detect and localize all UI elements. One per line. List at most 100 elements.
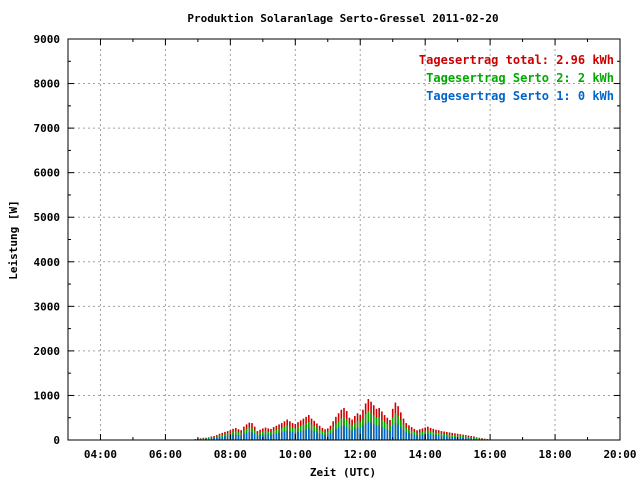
y-tick-label: 5000 [34, 211, 61, 224]
bar-serto1 [253, 433, 256, 440]
x-tick-label: 12:00 [344, 448, 377, 461]
bar-serto1 [335, 429, 337, 440]
bar-serto1 [364, 423, 367, 440]
bar-serto1 [397, 424, 399, 440]
bar-serto1 [245, 432, 248, 440]
bar-serto1 [234, 434, 237, 440]
bar-serto1 [337, 427, 340, 440]
x-tick-label: 08:00 [214, 448, 247, 461]
bar-serto1 [343, 425, 345, 440]
bar-serto1 [446, 436, 448, 440]
bar-serto1 [410, 433, 413, 440]
bar-serto1 [454, 437, 456, 440]
bar-serto1 [305, 429, 307, 440]
bar-serto1 [432, 434, 435, 440]
bar-serto1 [381, 426, 383, 440]
bar-serto1 [221, 436, 224, 440]
bar-serto1 [205, 438, 207, 440]
x-tick-label: 16:00 [474, 448, 507, 461]
legend-entry: Tagesertrag Serto 1: 0 kWh [426, 89, 614, 103]
bar-serto1 [391, 425, 394, 440]
bar-serto1 [264, 434, 267, 440]
bar-serto1 [348, 429, 351, 440]
chart-title: Produktion Solaranlage Serto-Gressel 201… [187, 12, 498, 25]
y-tick-label: 2000 [34, 345, 61, 358]
bar-serto1 [427, 433, 429, 440]
bar-serto1 [216, 437, 218, 440]
bar-serto1 [286, 430, 288, 440]
bar-serto1 [408, 433, 410, 440]
bar-serto1 [232, 434, 234, 440]
bar-serto1 [213, 438, 215, 440]
bar-serto1 [332, 431, 334, 440]
bar-serto1 [299, 431, 302, 440]
bar-serto1 [443, 436, 445, 440]
bar-serto1 [291, 432, 294, 440]
x-axis-label: Zeit (UTC) [310, 466, 376, 479]
bar-serto1 [270, 434, 272, 440]
bar-serto1 [418, 435, 421, 440]
bar-serto1 [464, 438, 467, 440]
bar-serto1 [462, 437, 464, 440]
y-tick-label: 6000 [34, 167, 61, 180]
ticks: 0 1000 2000 3000 4000 5000 6000 7000 8000 9000 04:… [34, 33, 637, 461]
y-tick-label: 0 [53, 434, 60, 447]
x-tick-label: 14:00 [409, 448, 442, 461]
bar-serto1 [473, 438, 475, 440]
bar-serto1 [316, 432, 318, 440]
x-tick-label: 04:00 [84, 448, 117, 461]
bar-serto1 [224, 436, 226, 440]
bar-serto1 [351, 430, 353, 440]
bar-serto1 [367, 421, 370, 440]
bar-serto1 [259, 435, 261, 440]
bar-serto1 [321, 434, 324, 440]
bar-serto1 [267, 434, 270, 440]
bar-serto1 [272, 433, 275, 440]
bar-serto1 [275, 433, 278, 440]
bar-serto1 [437, 435, 440, 440]
bar-serto1 [372, 424, 375, 440]
y-tick-label: 7000 [34, 122, 61, 135]
bar-serto1 [297, 431, 299, 440]
bar-serto1 [370, 422, 372, 440]
bar-serto1 [448, 436, 451, 440]
bar-serto1 [302, 430, 305, 440]
bar-serto1 [362, 426, 364, 440]
bar-serto1 [210, 438, 213, 440]
bar-serto1 [451, 436, 454, 440]
bar-serto1 [356, 427, 359, 440]
bar-serto1 [283, 431, 286, 440]
bar-serto1 [354, 428, 356, 440]
bar-serto1 [470, 438, 472, 440]
x-tick-label: 06:00 [149, 448, 182, 461]
bar-serto1 [248, 431, 251, 440]
legend-entry: Tagesertrag total: 2.96 kWh [419, 53, 614, 67]
bar-serto1 [475, 438, 478, 440]
bar-serto1 [400, 427, 402, 440]
bar-serto1 [218, 437, 221, 440]
y-axis-label: Leistung [W] [7, 200, 20, 279]
bar-serto1 [280, 432, 283, 440]
bar-serto1 [386, 429, 389, 440]
bar-serto1 [402, 430, 405, 440]
bar-serto1 [240, 435, 242, 440]
bar-serto1 [389, 430, 391, 440]
y-tick-label: 3000 [34, 300, 61, 313]
bar-serto1 [251, 432, 253, 440]
bar-serto1 [318, 433, 321, 440]
bar-serto1 [289, 431, 291, 440]
bar-serto1 [429, 434, 432, 440]
bar-serto1 [308, 428, 310, 440]
bar-serto1 [243, 433, 245, 440]
bar-serto1 [421, 434, 424, 440]
bar-serto1 [413, 434, 416, 440]
bar-serto1 [278, 432, 280, 440]
bar-serto1 [324, 435, 326, 440]
bars [194, 399, 489, 440]
bar-serto1 [256, 435, 259, 440]
bar-serto1 [202, 438, 205, 440]
bar-serto1 [383, 428, 386, 440]
bar-serto1 [416, 435, 418, 440]
bar-serto1 [329, 433, 332, 440]
